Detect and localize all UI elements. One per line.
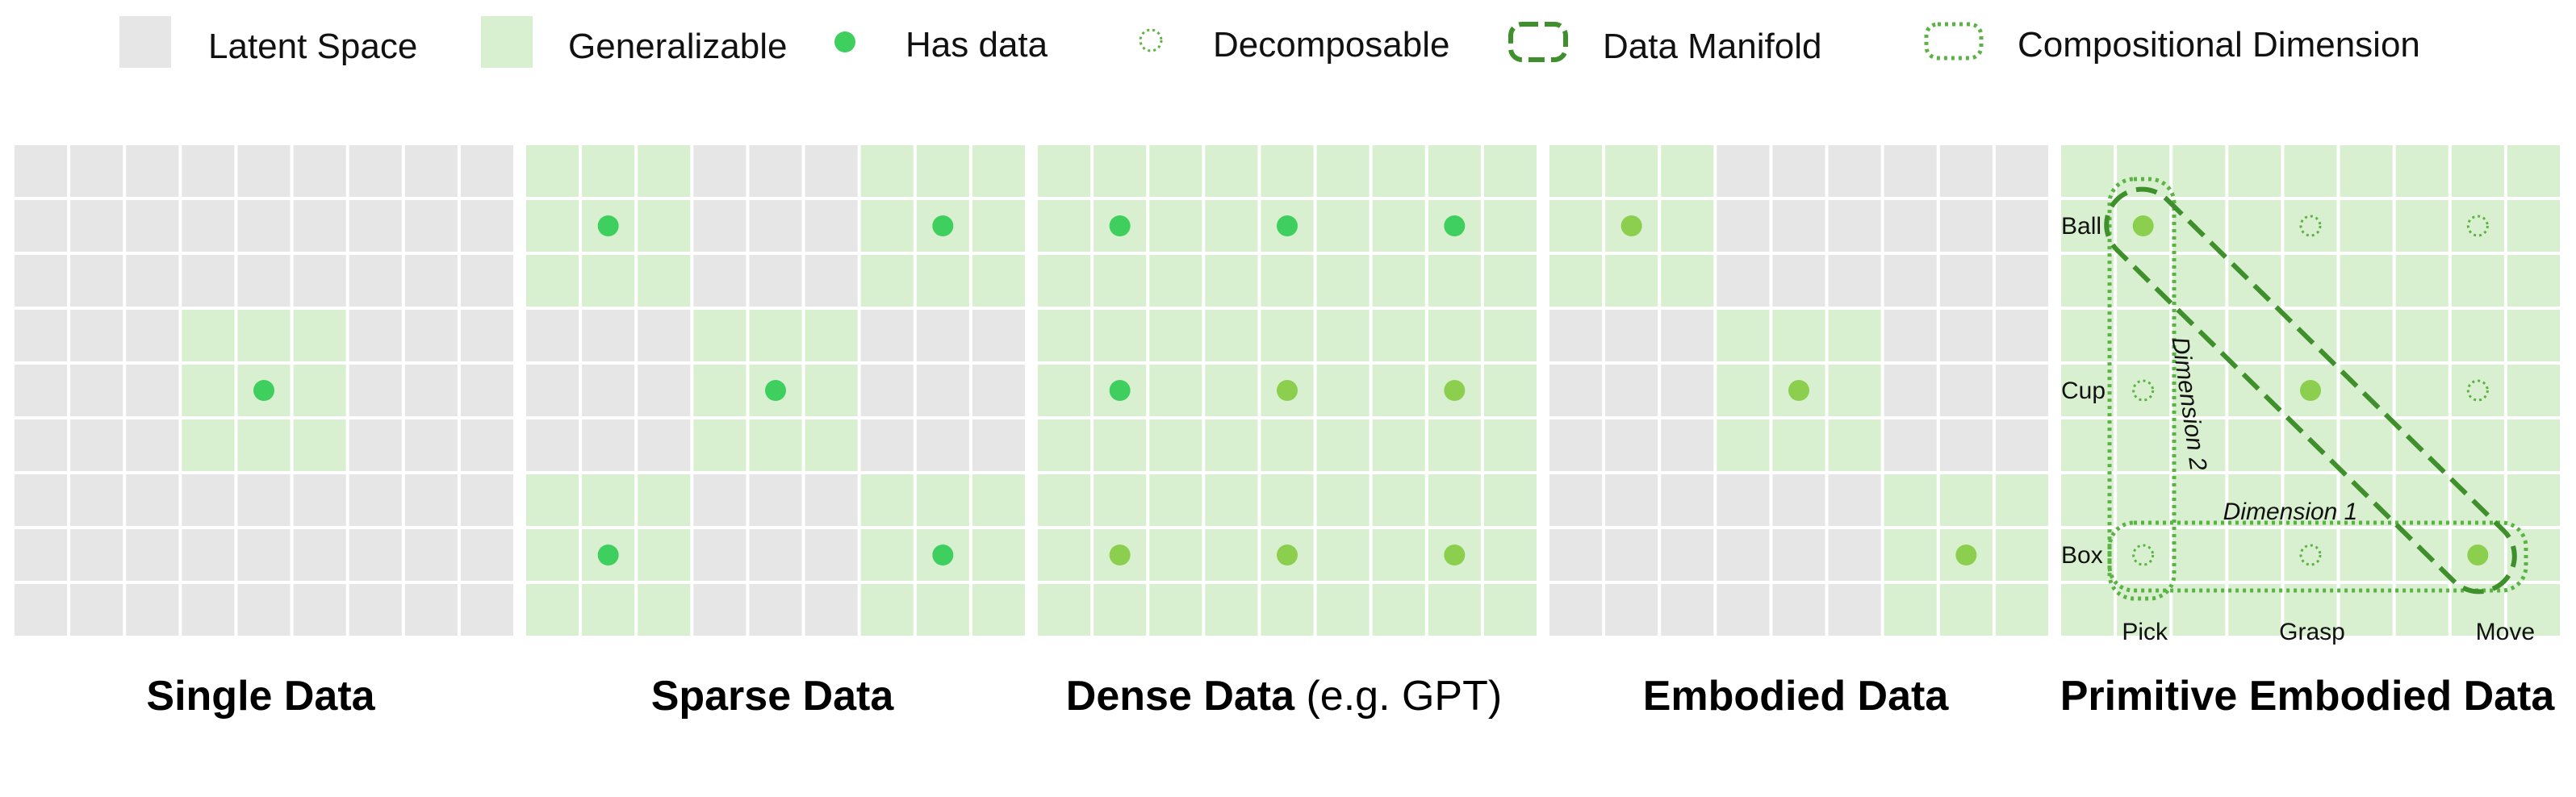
legend-has-data: Has data: [905, 25, 1048, 65]
caption-bold: Single Data: [146, 673, 375, 720]
captions: Single Data Sparse Data Dense Data (e.g. G…: [146, 673, 2555, 720]
generalizable-block: [2394, 308, 2561, 473]
decomposable-dot: [2466, 215, 2489, 237]
has-data-dot: [1444, 380, 1466, 401]
has-data-dot: [253, 380, 274, 401]
generalizable-swatch: [481, 16, 533, 68]
caption-bold: Dense Data: [1066, 673, 1295, 720]
legend-data-manifold: Data Manifold: [1603, 27, 1821, 66]
has-data-icon: [834, 31, 855, 52]
col-label-grasp: Grasp: [2279, 619, 2345, 645]
col-label-move: Move: [2476, 619, 2535, 645]
decomposable-dot: [2132, 379, 2155, 402]
has-data-dot: [765, 380, 786, 401]
has-data-dot: [1444, 215, 1466, 236]
row-label-box: Box: [2061, 542, 2103, 569]
panel-caption: Embodied Data: [1643, 673, 1950, 720]
has-data-dot: [1109, 215, 1131, 236]
panel-5: [2058, 142, 2563, 639]
legend-compositional-dimension: Compositional Dimension: [2018, 25, 2420, 65]
decomposable-dot: [2299, 215, 2322, 237]
decomposable-dot: [2132, 544, 2155, 566]
has-data-dot: [1955, 545, 1977, 565]
panels: [11, 142, 2563, 639]
decomposable-dot: [2299, 544, 2322, 566]
data-manifold-capsule: [2104, 186, 2517, 595]
compositional-dimension-vertical: [2107, 177, 2177, 601]
caption-bold: Primitive Embodied Data: [2060, 673, 2556, 720]
has-data-dot: [1620, 215, 1642, 236]
generalizable-block: [2060, 308, 2227, 473]
has-data-dot: [597, 215, 619, 236]
legend-latent-space: Latent Space: [208, 27, 417, 66]
compositional-dimension-horizontal: [2107, 520, 2528, 593]
legend-decomposable: Decomposable: [1213, 25, 1450, 65]
has-data-dot: [932, 545, 954, 565]
compositional-dimension-icon: [1924, 22, 1984, 61]
col-label-pick: Pick: [2122, 619, 2168, 645]
legend-generalizable: Generalizable: [568, 27, 788, 66]
has-data-dot: [1444, 545, 1466, 565]
panel-caption: Primitive Embodied Data: [2060, 673, 2556, 720]
generalizable-block: [2227, 144, 2394, 308]
row-label-cup: Cup: [2061, 378, 2106, 404]
has-data-dot: [1277, 545, 1298, 565]
latent-space-swatch: [119, 16, 171, 68]
panel-2: [523, 142, 1028, 639]
legend: Latent Space Generalizable Has data Deco…: [119, 16, 2420, 68]
caption-normal: (e.g. GPT): [1294, 673, 1502, 720]
caption-bold: Embodied Data: [1643, 673, 1950, 720]
generalizable-block: [2060, 473, 2227, 637]
has-data-dot: [932, 215, 954, 236]
dimension-1-label: Dimension 1: [2223, 499, 2358, 525]
panel-caption: Dense Data (e.g. GPT): [1066, 673, 1502, 720]
has-data-dot: [1277, 380, 1298, 401]
has-data-dot: [1109, 380, 1131, 401]
row-label-ball: Ball: [2061, 213, 2101, 240]
decomposable-icon: [1139, 28, 1163, 52]
panel-3: [1035, 142, 1540, 639]
decomposable-dot: [2466, 379, 2489, 402]
panel-4: [1546, 142, 2051, 639]
panel-caption: Sparse Data: [651, 673, 895, 720]
has-data-dot: [2132, 215, 2154, 236]
generalizable-block: [2394, 144, 2561, 308]
has-data-dot: [1277, 215, 1298, 236]
panel-caption: Single Data: [146, 673, 375, 720]
has-data-dot: [597, 545, 619, 565]
has-data-dot: [2467, 545, 2489, 565]
generalizable-block: [2227, 473, 2394, 637]
data-manifold-icon: [1508, 22, 1568, 62]
has-data-dot: [1788, 380, 1809, 401]
has-data-dot: [2300, 380, 2321, 401]
caption-bold: Sparse Data: [651, 673, 895, 720]
has-data-dot: [1109, 545, 1131, 565]
panel-1: [11, 142, 516, 639]
